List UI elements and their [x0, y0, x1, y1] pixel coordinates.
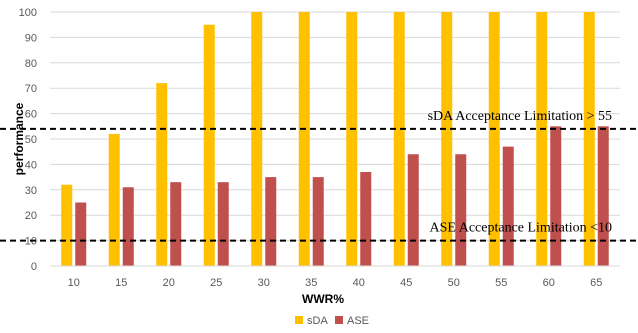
bar-sda-30	[251, 12, 263, 266]
x-axis-title: WWR%	[302, 292, 344, 306]
y-tick-label: 50	[25, 134, 37, 146]
bar-sda-55	[488, 12, 500, 266]
x-tick-label: 50	[448, 277, 460, 289]
y-tick-label: 80	[25, 58, 37, 70]
bars	[61, 12, 609, 267]
legend: sDA ASE	[295, 315, 369, 327]
legend-swatch-sda	[295, 316, 303, 324]
bar-ase-30	[265, 177, 277, 266]
bar-sda-10	[61, 184, 73, 266]
x-tick-label: 20	[163, 277, 175, 289]
bar-ase-25	[217, 182, 229, 266]
bar-sda-45	[393, 12, 405, 266]
x-axis-ticks: 10 15 20 25 30 35 40 45 50 55 60 65	[68, 277, 603, 289]
x-tick-label: 30	[258, 277, 270, 289]
bar-ase-40	[360, 172, 372, 266]
x-tick-label: 40	[353, 277, 365, 289]
x-tick-label: 55	[495, 277, 507, 289]
legend-label-sda: sDA	[307, 315, 328, 327]
bar-sda-15	[108, 133, 120, 266]
x-tick-label: 45	[400, 277, 412, 289]
bar-sda-20	[156, 83, 168, 267]
y-tick-label: 60	[25, 109, 37, 121]
x-tick-label: 25	[210, 277, 222, 289]
y-axis-ticks: 0102030405060708090100	[19, 7, 37, 273]
y-tick-label: 30	[25, 185, 37, 197]
bar-ase-15	[122, 187, 134, 266]
bar-ase-65	[597, 126, 609, 266]
x-tick-label: 60	[543, 277, 555, 289]
bar-sda-35	[298, 12, 310, 266]
y-tick-label: 100	[19, 7, 37, 19]
bar-ase-20	[170, 182, 182, 266]
y-tick-label: 70	[25, 83, 37, 95]
legend-label-ase: ASE	[347, 315, 369, 327]
x-tick-label: 35	[305, 277, 317, 289]
x-tick-label: 15	[115, 277, 127, 289]
y-tick-label: 20	[25, 210, 37, 222]
bar-sda-25	[203, 24, 215, 267]
y-axis-title: performance	[12, 102, 26, 175]
gridlines	[50, 11, 620, 242]
y-tick-label: 90	[25, 32, 37, 44]
bar-ase-35	[312, 177, 324, 266]
y-tick-label: 40	[25, 159, 37, 171]
x-tick-label: 65	[590, 277, 602, 289]
bar-ase-10	[75, 202, 87, 266]
y-tick-label: 0	[31, 261, 37, 273]
bar-ase-45	[407, 154, 419, 266]
bar-sda-60	[536, 12, 548, 266]
bar-sda-65	[583, 12, 595, 266]
reference-line-label: sDA Acceptance Limitation > 55	[428, 109, 612, 124]
x-tick-label: 10	[68, 277, 80, 289]
bar-ase-50	[455, 154, 467, 266]
bar-ase-60	[550, 126, 562, 266]
bar-sda-40	[346, 12, 358, 266]
bar-ase-55	[502, 146, 514, 266]
reference-lines: sDA Acceptance Limitation > 55 ASE Accept…	[0, 109, 638, 242]
bar-sda-50	[441, 12, 453, 266]
legend-swatch-ase	[335, 316, 343, 324]
reference-line-label: ASE Acceptance Limitation <10	[430, 221, 612, 236]
